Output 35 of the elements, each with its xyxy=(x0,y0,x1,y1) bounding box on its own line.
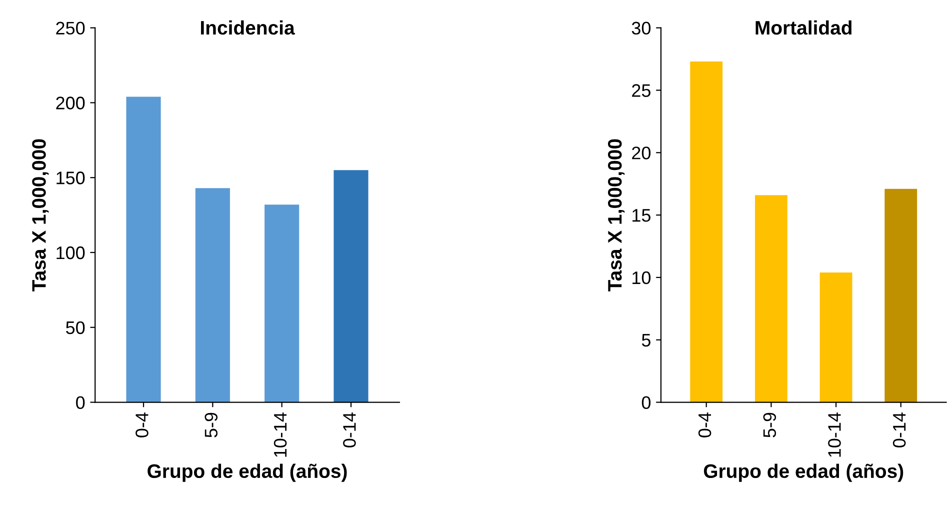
x-tick-label: 5-9 xyxy=(204,412,218,438)
y-tick-label: 0 xyxy=(642,396,651,409)
x-tick-label: 5-9 xyxy=(763,412,776,438)
chart-title: Mortalidad xyxy=(756,20,852,35)
y-tick-label: 30 xyxy=(632,22,651,35)
y-tick-label: 250 xyxy=(56,22,85,35)
bar xyxy=(820,272,852,402)
bar xyxy=(690,62,723,402)
bar xyxy=(754,195,788,402)
y-axis-title: Tasa X 1,000,000 xyxy=(608,139,625,292)
bar xyxy=(884,188,918,402)
y-tick-label: 50 xyxy=(66,321,85,334)
y-tick-label: 0 xyxy=(76,396,85,409)
y-tick-label: 5 xyxy=(642,334,650,347)
chart-title: Incidencia xyxy=(201,20,295,35)
x-axis-title: Grupo de edad (años) xyxy=(704,464,904,482)
x-tick-label: 0-14 xyxy=(343,412,356,448)
y-tick-label: 15 xyxy=(632,209,650,222)
y-axis-title: Tasa X 1,000,000 xyxy=(32,139,49,292)
x-tick-label: 10-14 xyxy=(828,412,841,457)
y-tick-label: 100 xyxy=(56,246,85,260)
x-tick-label: 0-4 xyxy=(136,412,148,438)
y-tick-label: 10 xyxy=(632,271,651,284)
bar xyxy=(334,170,368,402)
y-tick-label: 200 xyxy=(56,96,85,110)
y-tick-label: 25 xyxy=(632,84,650,97)
y-tick-label: 150 xyxy=(56,172,85,184)
x-tick-label: 10-14 xyxy=(274,412,287,457)
x-tick-label: 0-4 xyxy=(698,412,712,438)
y-tick-label: 20 xyxy=(632,146,651,160)
x-axis-title: Grupo de edad (años) xyxy=(148,464,347,482)
bar xyxy=(126,96,161,402)
bar xyxy=(195,188,230,402)
x-tick-label: 0-14 xyxy=(892,412,906,448)
bar xyxy=(264,204,300,402)
